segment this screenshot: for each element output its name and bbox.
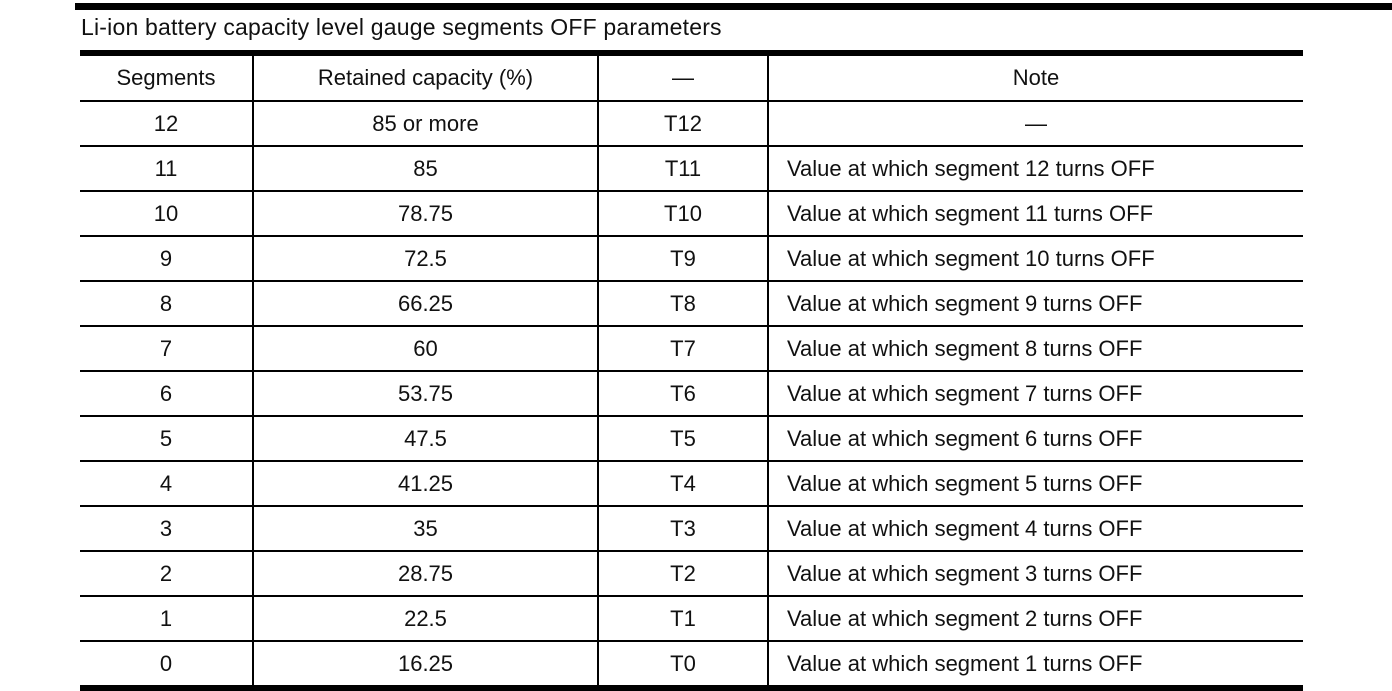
cell-retained_capacity: 16.25 (252, 640, 599, 689)
cell-threshold: T9 (597, 235, 769, 282)
cell-note: Value at which segment 9 turns OFF (767, 280, 1303, 327)
table-row: 0 16.25 T0 Value at which segment 1 turns O… (80, 640, 1303, 689)
table-header: Segments Retained capacity (%) — Note (80, 52, 1303, 102)
cell-segments: 11 (80, 145, 254, 192)
table-row: 6 53.75 T6 Value at which segment 7 turns O… (80, 370, 1303, 417)
cell-retained_capacity: 28.75 (252, 550, 599, 597)
column-header-retained-capacity: Retained capacity (%) (252, 52, 599, 102)
cell-note: Value at which segment 11 turns OFF (767, 190, 1303, 237)
cell-retained_capacity: 47.5 (252, 415, 599, 462)
cell-segments: 5 (80, 415, 254, 462)
cell-segments: 12 (80, 100, 254, 147)
cell-note: Value at which segment 2 turns OFF (767, 595, 1303, 642)
cell-note: Value at which segment 10 turns OFF (767, 235, 1303, 282)
table-row: 1 22.5 T1 Value at which segment 2 turns OF… (80, 595, 1303, 642)
table-row: 7 60 T7 Value at which segment 8 turns OFF (80, 325, 1303, 372)
cell-threshold: T5 (597, 415, 769, 462)
cell-threshold: T11 (597, 145, 769, 192)
cell-note: Value at which segment 6 turns OFF (767, 415, 1303, 462)
table-row: 8 66.25 T8 Value at which segment 9 turns O… (80, 280, 1303, 327)
cell-retained_capacity: 35 (252, 505, 599, 552)
cell-segments: 2 (80, 550, 254, 597)
cell-segments: 9 (80, 235, 254, 282)
table-row: 11 85 T11 Value at which segment 12 turns O… (80, 145, 1303, 192)
cell-threshold: T4 (597, 460, 769, 507)
cell-note: Value at which segment 4 turns OFF (767, 505, 1303, 552)
cell-note: Value at which segment 8 turns OFF (767, 325, 1303, 372)
cell-threshold: T7 (597, 325, 769, 372)
cell-retained_capacity: 78.75 (252, 190, 599, 237)
cell-segments: 0 (80, 640, 254, 689)
table-body: 12 85 or more T12—11 85 T11 Value at which se… (80, 100, 1303, 689)
cell-segments: 6 (80, 370, 254, 417)
cell-threshold: T0 (597, 640, 769, 689)
cell-note: — (767, 100, 1303, 147)
cell-segments: 3 (80, 505, 254, 552)
cell-retained_capacity: 53.75 (252, 370, 599, 417)
cell-threshold: T3 (597, 505, 769, 552)
cell-note: Value at which segment 1 turns OFF (767, 640, 1303, 689)
cell-segments: 10 (80, 190, 254, 237)
table-row: 3 35 T3 Value at which segment 4 turns OFF (80, 505, 1303, 552)
cell-note: Value at which segment 7 turns OFF (767, 370, 1303, 417)
cell-segments: 7 (80, 325, 254, 372)
table-row: 10 78.75 T10 Value at which segment 11 turn… (80, 190, 1303, 237)
cell-threshold: T2 (597, 550, 769, 597)
cell-retained_capacity: 85 or more (252, 100, 599, 147)
column-header-segments: Segments (80, 52, 254, 102)
cell-note: Value at which segment 5 turns OFF (767, 460, 1303, 507)
cell-retained_capacity: 72.5 (252, 235, 599, 282)
table-row: 2 28.75 T2 Value at which segment 3 turns O… (80, 550, 1303, 597)
column-header-note: Note (767, 52, 1303, 102)
table-row: 12 85 or more T12— (80, 100, 1303, 147)
cell-note: Value at which segment 3 turns OFF (767, 550, 1303, 597)
cell-segments: 1 (80, 595, 254, 642)
cell-retained_capacity: 85 (252, 145, 599, 192)
page-title: Li-ion battery capacity level gauge segm… (81, 14, 722, 40)
table-row: 9 72.5 T9 Value at which segment 10 turns O… (80, 235, 1303, 282)
cell-threshold: T1 (597, 595, 769, 642)
column-header-threshold: — (597, 52, 769, 102)
page-top-rule (75, 3, 1392, 10)
segments-off-table: Segments Retained capacity (%) — Note 12… (80, 50, 1303, 691)
cell-threshold: T12 (597, 100, 769, 147)
cell-threshold: T8 (597, 280, 769, 327)
cell-threshold: T10 (597, 190, 769, 237)
header-row: Segments Retained capacity (%) — Note (80, 52, 1303, 102)
cell-segments: 8 (80, 280, 254, 327)
cell-segments: 4 (80, 460, 254, 507)
table-row: 4 41.25 T4 Value at which segment 5 turns O… (80, 460, 1303, 507)
cell-retained_capacity: 66.25 (252, 280, 599, 327)
cell-retained_capacity: 22.5 (252, 595, 599, 642)
cell-note: Value at which segment 12 turns OFF (767, 145, 1303, 192)
cell-retained_capacity: 60 (252, 325, 599, 372)
cell-retained_capacity: 41.25 (252, 460, 599, 507)
table-row: 5 47.5 T5 Value at which segment 6 turns OF… (80, 415, 1303, 462)
cell-threshold: T6 (597, 370, 769, 417)
